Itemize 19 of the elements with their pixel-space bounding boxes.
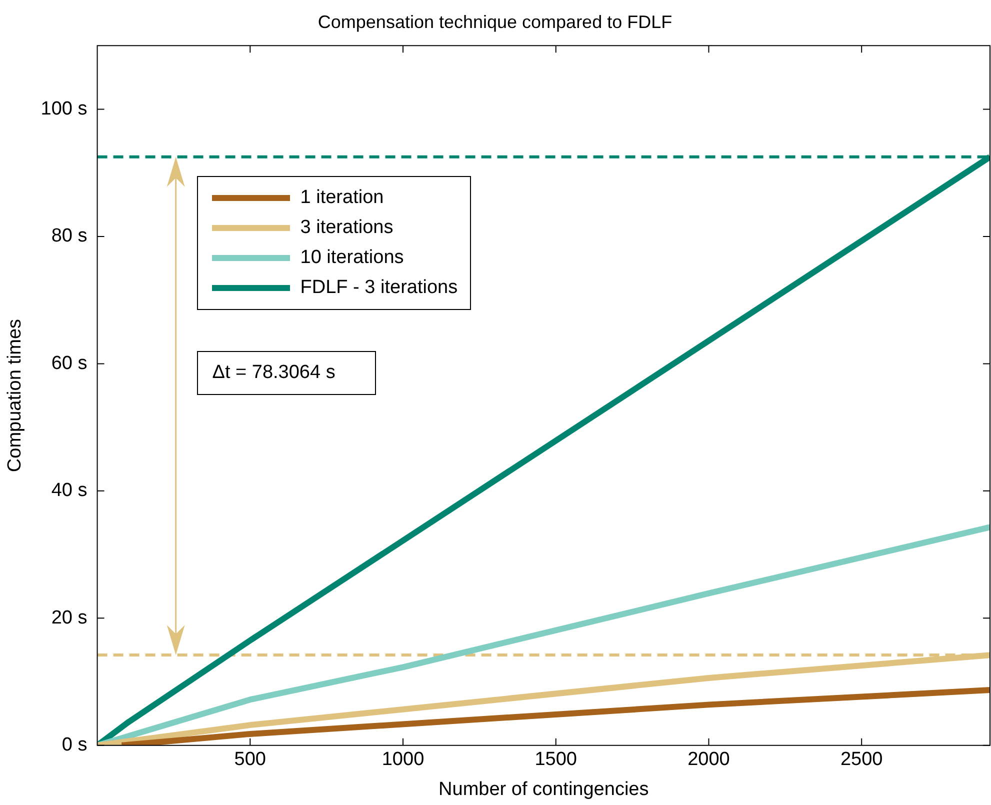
y-tick-label: 40 s — [51, 480, 88, 502]
y-tick-label: 60 s — [51, 352, 88, 374]
annotation: Δt = 78.3064 s — [197, 350, 376, 395]
legend-label: 1 iteration — [300, 186, 384, 209]
x-tick-label: 1000 — [382, 749, 424, 770]
y-tick-label: 20 s — [51, 607, 88, 628]
x-tick-label: 2000 — [688, 749, 730, 770]
x-tick-label: 2500 — [840, 749, 883, 770]
y-tick-label: 100 s — [40, 98, 88, 120]
y-tick-label: 80 s — [51, 226, 88, 247]
legend-label: FDLF - 3 iterations — [300, 276, 458, 299]
legend-label: 10 iterations — [300, 246, 404, 269]
y-axis-title: Compuation times — [4, 318, 26, 472]
y-tick-label: 0 s — [62, 734, 88, 756]
x-tick-label: 500 — [234, 749, 266, 770]
x-tick-label: 1500 — [534, 749, 578, 770]
chart-title: Compensation technique compared to FDLF — [318, 12, 672, 32]
legend-label: 3 iterations — [300, 216, 394, 239]
x-axis-title: Number of contingencies — [438, 778, 649, 800]
